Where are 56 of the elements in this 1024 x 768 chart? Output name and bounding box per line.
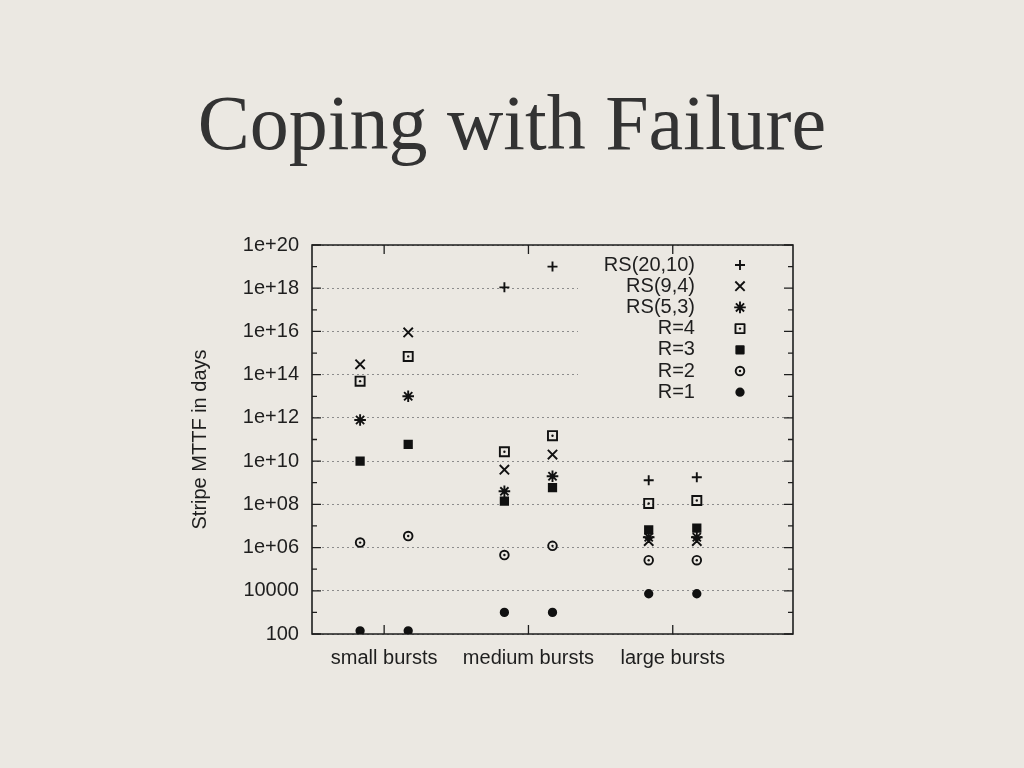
- y-tick-label: 1e+14: [242, 362, 299, 385]
- y-tick-label: 100: [265, 621, 299, 644]
- y-tick-label: 1e+08: [242, 491, 299, 514]
- y-tick-label: 1e+10: [242, 448, 299, 471]
- point: [643, 497, 655, 509]
- point: [547, 482, 558, 493]
- point: [401, 389, 415, 404]
- y-tick-label: 1e+16: [242, 318, 299, 341]
- y-tick-label: 1e+18: [242, 275, 299, 298]
- point: [403, 626, 413, 634]
- legend-label: R=3: [657, 337, 695, 360]
- point: [402, 326, 414, 339]
- x-tick-label: large bursts: [620, 645, 725, 668]
- point: [354, 375, 366, 387]
- legend-label: R=1: [657, 379, 695, 402]
- point: [546, 448, 559, 461]
- x-tick-label: medium bursts: [462, 645, 595, 668]
- point: [354, 537, 366, 548]
- point: [499, 549, 510, 561]
- point: [545, 469, 560, 483]
- point: [353, 413, 367, 427]
- legend-label: R=2: [657, 358, 695, 381]
- point: [354, 358, 366, 370]
- point: [355, 626, 365, 634]
- x-tick-label: small bursts: [330, 645, 438, 668]
- y-axis-title: Stripe MTTF in days: [187, 349, 210, 530]
- point: [499, 607, 510, 618]
- point: [546, 260, 559, 273]
- point: [691, 495, 703, 506]
- point: [643, 554, 654, 566]
- point: [690, 530, 704, 544]
- point: [497, 484, 512, 499]
- point: [690, 471, 703, 484]
- legend-label: R=4: [657, 316, 695, 339]
- point: [498, 281, 511, 294]
- point: [498, 464, 511, 476]
- y-tick-label: 10000: [243, 578, 299, 601]
- point: [402, 530, 414, 542]
- y-tick-label: 1e+12: [242, 405, 299, 428]
- point: [547, 430, 558, 442]
- point: [498, 446, 510, 458]
- y-tick-label: 1e+20: [242, 232, 299, 255]
- point: [692, 523, 702, 533]
- point: [499, 496, 510, 506]
- y-tick-label: 1e+06: [242, 535, 299, 558]
- point: [692, 589, 702, 599]
- point: [642, 474, 655, 487]
- point: [355, 456, 365, 466]
- point: [402, 350, 414, 362]
- point: [691, 554, 703, 566]
- legend-label: RS(20,10): [603, 252, 695, 275]
- point: [547, 607, 558, 618]
- point: [403, 439, 413, 449]
- point: [644, 589, 654, 599]
- chart-title: Coping with Failure: [196, 79, 828, 166]
- point: [547, 540, 558, 552]
